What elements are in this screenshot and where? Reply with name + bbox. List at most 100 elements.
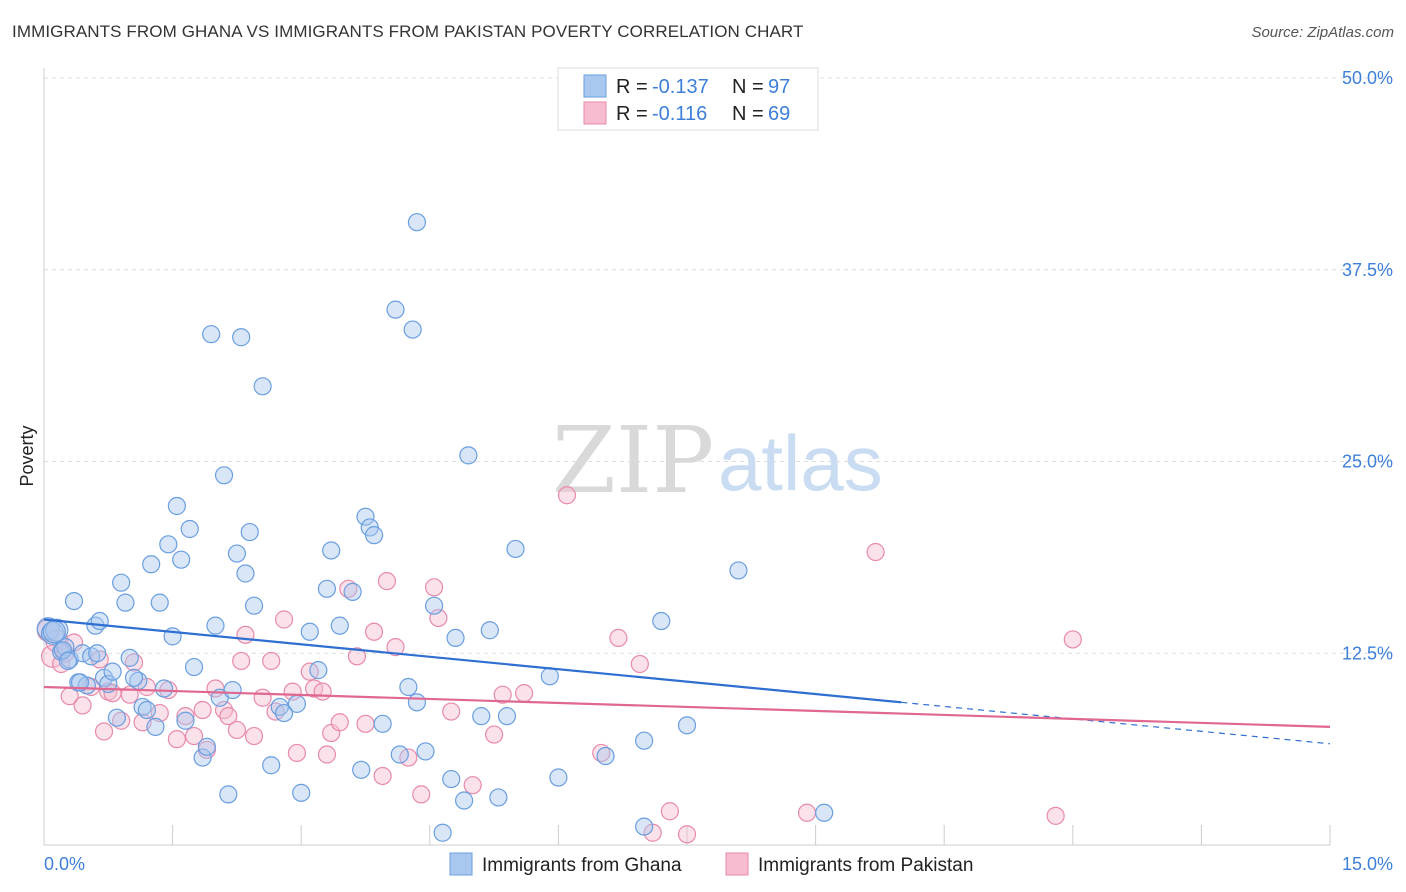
- ghana-point-93: [70, 673, 90, 692]
- ghana-point-58: [352, 760, 371, 779]
- pakistan-point-47: [364, 622, 384, 641]
- ghana-point-46: [253, 377, 272, 396]
- pakistan-point-58: [493, 685, 512, 704]
- ghana-point-32: [184, 657, 204, 677]
- ghana-point-77: [480, 621, 499, 640]
- ghana-point-61: [364, 526, 384, 545]
- ghana-point-18: [116, 593, 135, 612]
- ghana-point-16: [107, 708, 126, 727]
- pakistan-point-57: [485, 725, 504, 744]
- ghana-point-73: [446, 628, 465, 648]
- ghana-point-95: [124, 668, 144, 687]
- ghana-point-1: [40, 621, 65, 645]
- watermark: ZIP atlas: [552, 407, 883, 514]
- ghana-point-19: [120, 648, 139, 667]
- pakistan-point-33: [262, 651, 281, 671]
- pakistan-point-52: [412, 785, 431, 804]
- pakistan-trend-line: [43, 685, 1331, 728]
- ghana-point-52: [300, 622, 319, 641]
- ghana-point-75: [459, 446, 478, 465]
- ghana-point-92: [58, 651, 78, 671]
- pakistan-point-40: [313, 682, 332, 701]
- ghana-point-76: [472, 707, 491, 726]
- ghana-point-59: [356, 507, 375, 526]
- ghana-point-90: [42, 620, 66, 644]
- bottom-legend-swatch-pakistan: [725, 852, 749, 876]
- ghana-point-87: [677, 716, 697, 735]
- ghana-point-74: [454, 791, 474, 810]
- y-tick-label-0: 12.5%: [1342, 643, 1393, 663]
- pakistan-point-43: [330, 713, 349, 732]
- bottom-legend-label-ghana: Immigrants from Ghana: [482, 855, 682, 876]
- ghana-point-6: [64, 591, 84, 611]
- stats-legend: R = -0.137 N = 97 R = -0.116 N = 69: [557, 67, 819, 131]
- ghana-point-86: [652, 611, 671, 631]
- ghana-point-15: [103, 662, 122, 681]
- series-legend: Immigrants from Ghana Immigrants from Pa…: [449, 852, 973, 876]
- ghana-point-36: [206, 616, 225, 635]
- ghana-point-70: [407, 213, 427, 232]
- ghana-point-39: [219, 785, 238, 804]
- pakistan-point-69: [1063, 630, 1082, 649]
- ghana-point-63: [386, 300, 405, 319]
- ghana-point-80: [506, 539, 525, 559]
- ghana-point-41: [227, 544, 246, 563]
- ghana-point-94: [88, 644, 107, 663]
- ghana-point-71: [433, 823, 452, 842]
- pakistan-point-49: [377, 572, 397, 591]
- legend-r-value-pakistan: -0.116: [652, 103, 707, 125]
- ghana-point-68: [416, 742, 435, 761]
- trend-lines: [43, 618, 1331, 745]
- legend-swatch-pakistan: [583, 101, 607, 125]
- x-tick-label-1: 15.0%: [1342, 854, 1393, 874]
- ghana-point-82: [549, 768, 568, 787]
- ghana-point-47: [262, 756, 281, 775]
- pakistan-point-50: [386, 638, 405, 657]
- ghana-point-67: [407, 693, 427, 712]
- pakistan-point-31: [244, 726, 264, 746]
- legend-r-label-ghana: R =: [616, 76, 648, 98]
- ghana-point-28: [167, 496, 186, 516]
- pakistan-point-20: [167, 730, 186, 749]
- pakistan-point-30: [236, 625, 255, 644]
- legend-n-value-ghana: 97: [768, 76, 790, 98]
- legend-n-value-pakistan: 69: [768, 103, 790, 125]
- ghana-point-25: [154, 679, 174, 698]
- ghana-point-0: [36, 617, 60, 641]
- ghana-point-31: [180, 519, 199, 539]
- ghana-point-91: [53, 641, 72, 660]
- ghana-point-66: [403, 320, 422, 339]
- watermark-zip: ZIP: [552, 407, 714, 514]
- ghana-point-89: [815, 803, 834, 822]
- chart-title: IMMIGRANTS FROM GHANA VS IMMIGRANTS FROM…: [12, 22, 804, 41]
- pakistan-point-27: [219, 707, 238, 726]
- ghana-point-22: [142, 555, 161, 574]
- ghana-point-17: [112, 573, 131, 592]
- ghana-point-83: [596, 746, 615, 766]
- pakistan-point-68: [866, 542, 885, 562]
- pakistan-point-46: [356, 714, 375, 733]
- ghana-point-33: [193, 748, 212, 767]
- tick-labels: 12.5% 25.0% 37.5% 50.0% 0.0% 15.0%: [44, 68, 1393, 874]
- pakistan-point-65: [660, 802, 679, 821]
- ghana-point-23: [146, 717, 165, 736]
- pakistan-point-10: [94, 722, 114, 741]
- ghana-point-79: [497, 707, 517, 726]
- ghana-point-56: [330, 616, 349, 635]
- ghana-point-24: [150, 593, 169, 612]
- y-tick-label-3: 50.0%: [1342, 68, 1393, 88]
- ghana-point-26: [159, 535, 178, 554]
- ghana-point-62: [373, 714, 392, 733]
- ghana-point-81: [540, 667, 559, 686]
- bottom-legend-label-pakistan: Immigrants from Pakistan: [758, 855, 973, 876]
- y-tick-label-1: 25.0%: [1342, 452, 1393, 472]
- source-label: Source: ZipAtlas.com: [1251, 24, 1394, 41]
- pakistan-point-23: [193, 700, 212, 720]
- pakistan-point-66: [677, 825, 697, 844]
- legend-n-label-pakistan: N =: [732, 103, 764, 125]
- ghana-point-38: [214, 466, 234, 485]
- pakistan-point-63: [630, 654, 649, 674]
- ghana-point-42: [232, 328, 251, 347]
- pakistan-point-32: [253, 688, 272, 707]
- ghana-point-96: [137, 700, 156, 720]
